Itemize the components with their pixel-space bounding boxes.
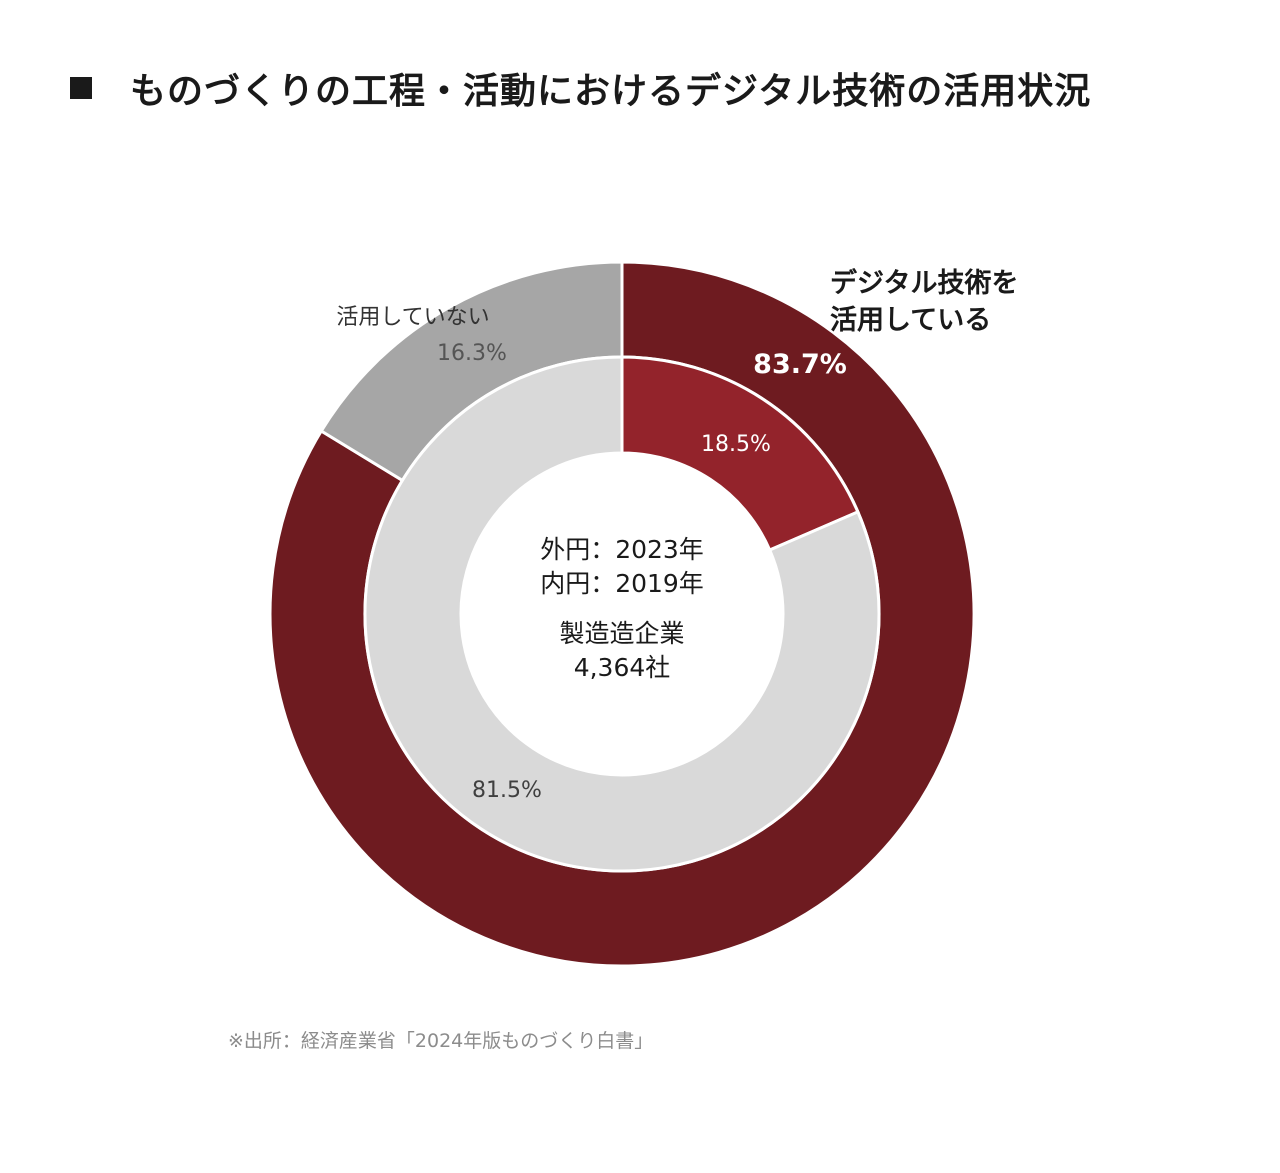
center-text-count: 4,364社 [574, 653, 671, 682]
center-text-outer-year: 外円：2023年 [540, 535, 704, 564]
outer-value-label-0: 83.7% [753, 349, 847, 380]
chart-title-row: ものづくりの工程・活動におけるデジタル技術の活用状況 [70, 62, 1091, 114]
center-text-industry: 製造造企業 [559, 619, 684, 648]
outer-value-label-1: 16.3% [437, 341, 507, 366]
inner-slice-0 [620, 355, 860, 553]
title-square-icon [70, 77, 92, 99]
chart-title: ものづくりの工程・活動におけるデジタル技術の活用状況 [130, 71, 1092, 112]
center-text-inner-year: 内円：2019年 [540, 569, 704, 598]
outer-category-label-1-line-0: 活用していない [336, 305, 489, 330]
source-note: ※出所：経済産業省「2024年版ものづくり白書」 [228, 1030, 654, 1052]
outer-category-label-0-line-1: 活用している [830, 305, 991, 336]
inner-value-label-1: 81.5% [472, 778, 542, 803]
inner-slice-1 [363, 355, 881, 873]
outer-category-label-0-line-0: デジタル技術を [830, 267, 1018, 299]
inner-value-label-0: 18.5% [701, 432, 771, 457]
